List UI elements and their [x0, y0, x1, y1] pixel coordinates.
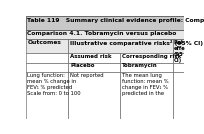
Bar [26, 16, 184, 30]
Bar [173, 62, 184, 72]
Text: Table 119   Summary clinical evidence profile: Comparison •: Table 119 Summary clinical evidence prof… [27, 18, 204, 23]
Text: Outcomes: Outcomes [27, 40, 61, 45]
Text: Tobramycin: Tobramycin [122, 63, 158, 68]
Text: Corresponding risk: Corresponding risk [122, 54, 182, 59]
Bar [68, 39, 173, 53]
Text: The mean lung
function: mean %
change in FEV₁ %
predicted in the: The mean lung function: mean % change in… [122, 73, 169, 96]
Bar [26, 39, 68, 53]
Bar [68, 62, 120, 72]
Bar [120, 72, 173, 119]
Text: Comparison 4.1. Tobramycin versus placebo: Comparison 4.1. Tobramycin versus placeb… [27, 31, 177, 36]
Bar [173, 72, 184, 119]
Text: Illustrative comparative risks² (95% CI): Illustrative comparative risks² (95% CI) [70, 40, 203, 46]
Bar [26, 53, 68, 62]
Text: Lung function:
mean % change in
FEV₁ % predicted
Scale from: 0 to 100: Lung function: mean % change in FEV₁ % p… [27, 73, 81, 96]
Text: Assumed risk: Assumed risk [70, 54, 112, 59]
Bar [173, 53, 184, 62]
Text: Rel
effe
(95
CI): Rel effe (95 CI) [173, 40, 185, 63]
Bar [26, 72, 68, 119]
Bar [120, 62, 173, 72]
Bar [120, 53, 173, 62]
Bar [68, 72, 120, 119]
Bar [68, 53, 120, 62]
Bar [26, 62, 68, 72]
Bar [173, 39, 184, 53]
Text: Not reported: Not reported [70, 73, 104, 78]
Bar [26, 30, 184, 39]
Text: Placebo: Placebo [70, 63, 95, 68]
